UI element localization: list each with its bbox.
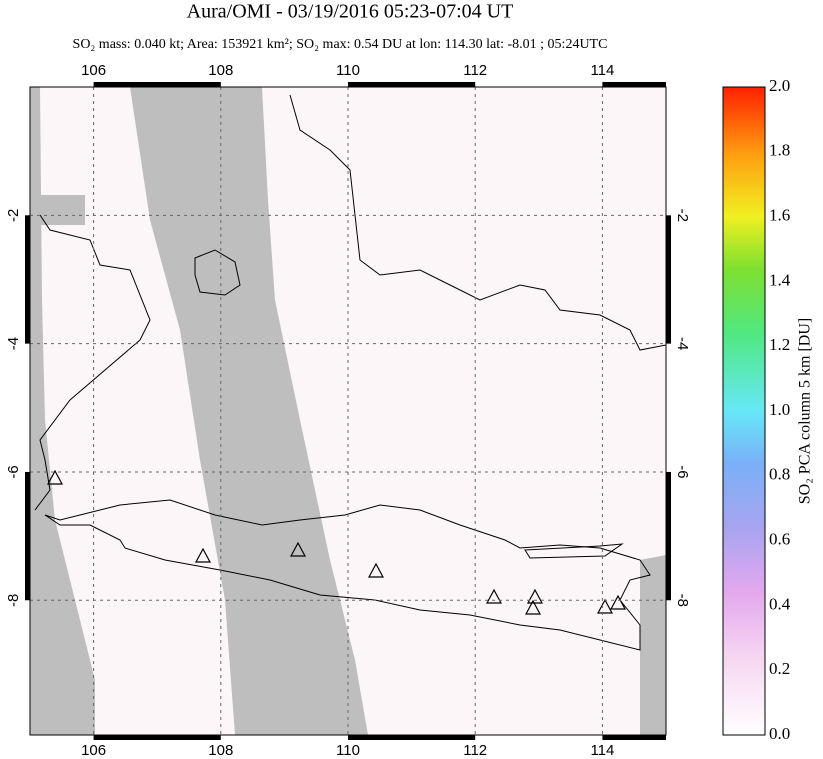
swath-gap <box>130 87 368 735</box>
y-tick-label: -8 <box>674 594 691 607</box>
map-frame <box>29 86 667 736</box>
x-tick-label: 108 <box>208 62 233 79</box>
colorbar-tick-label: 0.0 <box>769 724 790 743</box>
title: Aura/OMI - 03/19/2016 05:23-07:04 UT <box>187 1 514 23</box>
colorbar-tick-label: 0.2 <box>769 659 790 678</box>
x-tick-label: 112 <box>463 742 487 759</box>
colorbar-tick-label: 1.2 <box>769 335 790 354</box>
frame-bar <box>602 82 666 87</box>
colorbar-tick-label: 1.8 <box>769 141 790 160</box>
frame-bar <box>93 82 221 87</box>
colorbar-tick-label: 1.6 <box>769 206 790 225</box>
coastline <box>34 214 151 511</box>
y-tick-label: -4 <box>5 337 22 350</box>
colorbar-tick-label: 0.8 <box>769 465 790 484</box>
frame-bar <box>93 735 221 740</box>
x-tick-label: 114 <box>590 62 614 79</box>
frame-bar <box>602 735 666 740</box>
x-tick-label: 110 <box>336 742 360 759</box>
y-tick-label: -2 <box>5 209 22 222</box>
x-tick-label: 108 <box>208 742 233 759</box>
x-tick-label: 110 <box>336 62 360 79</box>
frame-bar <box>25 471 30 601</box>
coastline <box>44 499 651 651</box>
colorbar <box>722 86 766 736</box>
colorbar-label: SO₂ PCA column 5 km [DU] <box>797 318 814 504</box>
swath-gap <box>40 195 85 225</box>
colorbar-tick-label: 0.4 <box>769 594 791 613</box>
y-tick-label: -8 <box>5 594 22 607</box>
coastline <box>194 249 241 296</box>
colorbar-tick-label: 2.0 <box>769 76 790 95</box>
x-tick-label: 106 <box>81 62 106 79</box>
axes: 106 106 108 108 110 110 112 112 114 114 -2 -2 -4 -4 -6… <box>5 62 791 759</box>
frame-bar <box>25 215 30 344</box>
x-tick-label: 112 <box>463 62 487 79</box>
y-tick-label: -6 <box>5 465 22 478</box>
y-tick-label: -2 <box>674 209 691 222</box>
colorbar-tick-label: 0.6 <box>769 530 790 549</box>
frame-bar <box>348 735 476 740</box>
coastline <box>289 94 666 351</box>
subtitle: SO₂ mass: 0.040 kt; Area: 153921 km²; SO… <box>73 37 608 52</box>
frame-bar <box>348 82 476 87</box>
x-tick-label: 106 <box>81 742 106 759</box>
frame-bar <box>666 471 671 601</box>
frame-bar <box>666 215 671 344</box>
coastline <box>524 543 624 559</box>
colorbar-tick-label: 1.0 <box>769 400 790 419</box>
x-tick-label: 114 <box>590 742 614 759</box>
y-tick-label: -6 <box>674 465 691 478</box>
volcanoes <box>46 469 627 615</box>
colorbar-tick-label: 1.4 <box>769 270 791 289</box>
y-tick-label: -4 <box>674 337 691 350</box>
swath-gap <box>30 87 95 735</box>
swath-gap <box>640 555 666 735</box>
